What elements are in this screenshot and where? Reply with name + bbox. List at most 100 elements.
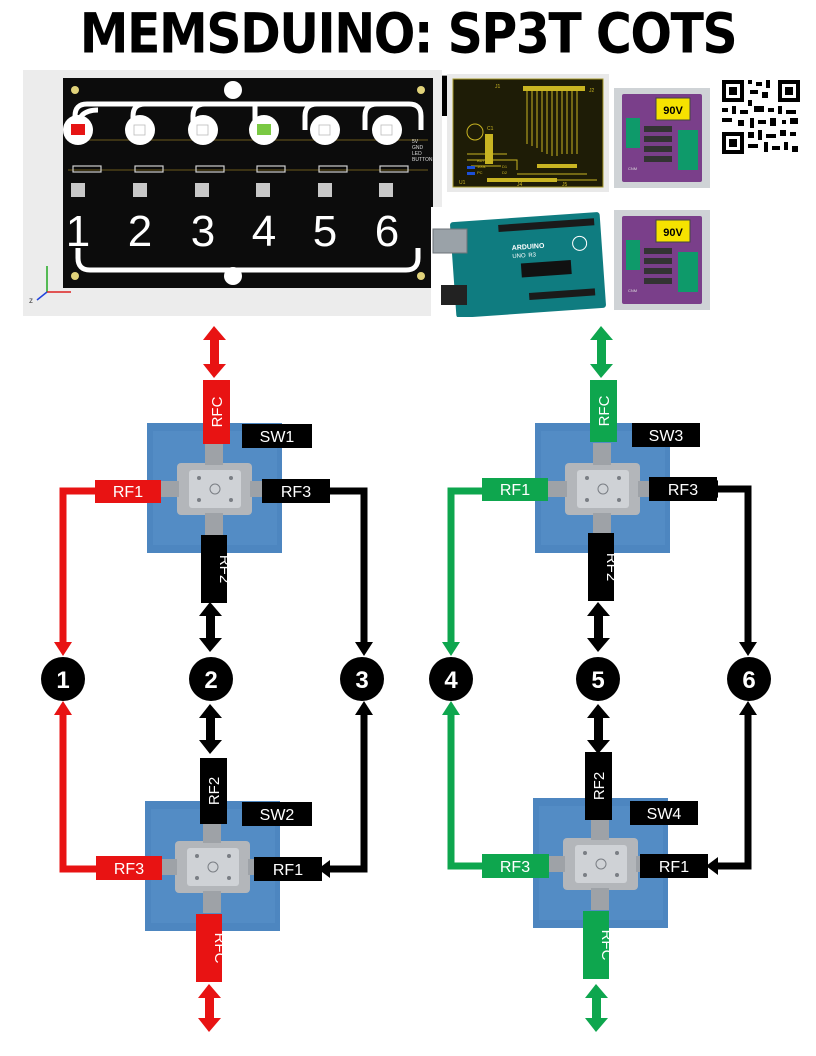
- path-number-4: 4: [444, 667, 458, 694]
- led-3: [188, 115, 218, 145]
- switch-routing-diagram: RFC SW1 RF1 RF3 RF2 RFC SW3 RF1 RF3 RF2 …: [41, 326, 771, 1032]
- led-row: [63, 115, 402, 145]
- button-number-3: 3: [191, 207, 215, 256]
- led-2: [125, 115, 155, 145]
- sw2-rf2-box: [200, 758, 227, 824]
- gerber-label-u1: U1: [459, 180, 466, 186]
- driver-label-90v-top: 90V: [663, 105, 683, 117]
- sw2-rfc-box: [196, 914, 222, 982]
- sw4-rf3-box: [482, 854, 549, 878]
- sw2-rfc-label: RFC: [211, 933, 228, 964]
- arduino-label: ARDUINO: [512, 243, 546, 252]
- rfc-arrow-sw1: [203, 326, 226, 378]
- sw2-rf3-box: [96, 856, 162, 880]
- path-6-top-wire: [718, 485, 752, 642]
- path-number-5: 5: [591, 667, 604, 694]
- top-junction: [224, 81, 242, 99]
- rfc-arrow-sw4: [585, 984, 608, 1032]
- gerber-label-c1: C1: [487, 126, 494, 132]
- silk-label-5v: 5V: [412, 139, 419, 145]
- driver-board-photo-bottom: 90V CNM: [614, 210, 710, 310]
- gerber-pcb-preview: J1 J2 C1 BUTTON 100k PC D1 D2 J4 J5 U1: [447, 74, 609, 192]
- top-path-trace: [72, 101, 424, 131]
- gerber-label-d1: D1: [502, 164, 508, 169]
- path-3-bottom-wire: [330, 715, 368, 873]
- sw3-rf1-label: RF1: [500, 482, 530, 499]
- sw3-name-box: [632, 423, 700, 447]
- rfc-arrow-sw2: [198, 984, 221, 1032]
- path-1-bottom-wire: [59, 715, 96, 873]
- path-4-bottom-wire: [447, 715, 483, 870]
- led-4-green-indicator: [257, 124, 271, 135]
- driver-label-90v-bottom: 90V: [663, 227, 683, 239]
- path-marker-1: [41, 657, 85, 701]
- path-marker-6: [727, 657, 771, 701]
- mount-hole: [417, 86, 425, 94]
- wire-arrowheads: [54, 480, 757, 878]
- gerber-label-button: BUTTON: [477, 158, 493, 163]
- path-marker-3: [340, 657, 384, 701]
- path-6-bottom-wire: [718, 715, 752, 870]
- sw1-rf1-label: RF1: [113, 484, 143, 501]
- path-3-top-wire: [330, 487, 368, 642]
- silk-label-gnd: GND: [412, 145, 424, 151]
- gerber-label-j1: J1: [495, 84, 501, 90]
- sw1-rfc-label: RFC: [209, 396, 226, 427]
- arduino-uno-label: UNO: [512, 253, 526, 260]
- path-number-2: 2: [204, 667, 217, 694]
- path-1-top-wire: [59, 487, 96, 642]
- qr-code-image: [718, 76, 804, 158]
- driver-board-photo-top: 90V CNM: [614, 88, 710, 188]
- silk-label-button: BUTTON: [412, 157, 433, 163]
- mount-hole: [71, 86, 79, 94]
- gerber-label-pc: PC: [477, 170, 483, 175]
- sw1-rf1-box: [95, 480, 161, 503]
- button-number-4: 4: [252, 207, 276, 256]
- sw4-rfc-box: [583, 911, 609, 979]
- sw3-rf1-box: [482, 478, 548, 501]
- gerber-label-d2: D2: [502, 170, 508, 175]
- sw2-rf1-box: [254, 857, 322, 881]
- sw3-rf2-box: [588, 533, 614, 601]
- button-number-1: 1: [66, 207, 90, 256]
- sw4-name-box: [630, 801, 698, 825]
- path-4-top-wire: [447, 487, 483, 642]
- led-resistor-strips: [72, 165, 409, 173]
- gerber-label-j5: J5: [562, 182, 568, 188]
- axis-triad-icon: z: [29, 266, 71, 305]
- sw3-rf2-label: RF2: [603, 553, 620, 581]
- path-marker-5: [576, 657, 620, 701]
- sw1-rf2-box: [201, 535, 227, 603]
- sw1-rf2-label: RF2: [216, 555, 233, 583]
- sw2-name-label: SW2: [260, 807, 295, 824]
- sw2-name-box: [242, 802, 312, 826]
- path-2-top-arrow: [199, 602, 222, 652]
- path-number-3: 3: [355, 667, 368, 694]
- sw3-rfc-label: RFC: [596, 395, 613, 426]
- bottom-path-trace: [75, 248, 421, 273]
- sw2-rf3-label: RF3: [114, 861, 144, 878]
- mount-hole: [71, 272, 79, 280]
- sw4-rf2-label: RF2: [591, 772, 608, 800]
- tactile-buttons: [71, 183, 393, 197]
- gold-traces: [68, 139, 428, 171]
- bottom-junction: [224, 267, 242, 285]
- sw4-rf3-label: RF3: [500, 859, 530, 876]
- sw4-rf1-box: [640, 854, 708, 878]
- sw4-name-label: SW4: [647, 806, 682, 823]
- button-number-2: 2: [128, 207, 152, 256]
- sw3-name-label: SW3: [649, 428, 684, 445]
- led-1-red-indicator: [71, 124, 85, 135]
- rfc-arrow-sw3: [590, 326, 613, 378]
- button-number-6: 6: [375, 207, 399, 256]
- sw2-rf1-label: RF1: [273, 862, 303, 879]
- path-number-1: 1: [56, 667, 69, 694]
- svg-text:CNM: CNM: [628, 288, 637, 293]
- led-5: [310, 115, 340, 145]
- sw1-rfc-box: [203, 380, 230, 444]
- path-5-top-arrow: [587, 602, 610, 652]
- sw2-rf2-label: RF2: [206, 777, 223, 805]
- sw1-rf3-label: RF3: [281, 484, 311, 501]
- path-2-bottom-arrow: [199, 704, 222, 754]
- gerber-label-100k: 100k: [477, 164, 486, 169]
